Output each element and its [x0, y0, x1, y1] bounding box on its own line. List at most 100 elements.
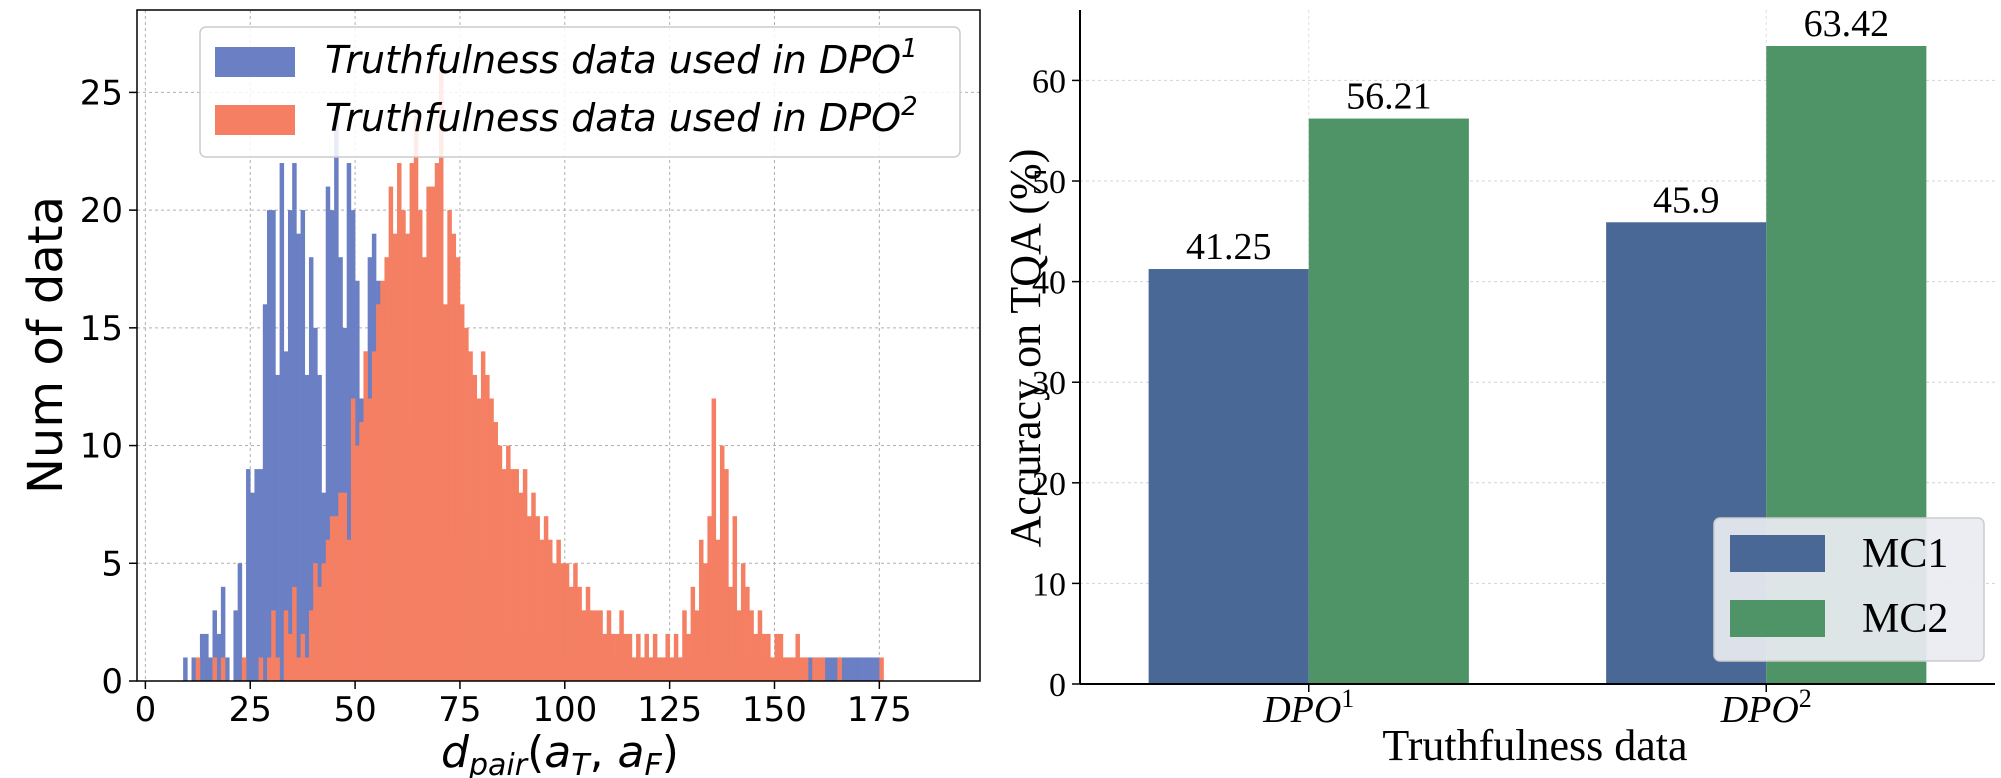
histogram-bin-bar [325, 539, 331, 681]
histogram-bin-bar [480, 351, 486, 681]
xlabel-arg2: a [618, 727, 645, 778]
histogram-bin-bar [627, 633, 633, 681]
bar-y-tick-label: 0 [1049, 667, 1066, 704]
xlabel-main: d [441, 727, 470, 778]
histogram-bin-bar [787, 657, 792, 681]
bar-category-base: DPO [1720, 689, 1799, 731]
legend-label-dpo2-text: Truthfulness data used in DPO [325, 96, 901, 140]
histogram-bin-bar [514, 469, 519, 681]
histogram-bin-bar [287, 210, 293, 681]
histogram-bin-bar [434, 163, 440, 681]
histogram-bin-bar [820, 657, 826, 681]
legend-swatch-mc2 [1730, 600, 1825, 637]
histogram-bin-bar [430, 186, 436, 681]
histogram-bin-bar [816, 657, 821, 681]
histogram-bin-bar [443, 304, 448, 681]
histogram-bin-bar [543, 516, 549, 681]
histogram-bin-bar [849, 657, 855, 681]
bar-y-tick-label: 30 [1032, 365, 1066, 402]
histogram-bin-bar [485, 374, 490, 681]
histogram-bin-bar [581, 610, 587, 681]
histogram-bin-bar [808, 657, 813, 681]
histogram-bin-bar [208, 657, 213, 681]
histogram-bin-bar [682, 610, 687, 681]
histogram-bin-bar [355, 445, 360, 681]
histogram-bin-bar [690, 586, 696, 681]
histogram-bin-bar [275, 374, 280, 681]
histogram-bin-bar [468, 351, 473, 681]
histogram-bin-bar [376, 304, 381, 681]
histogram-y-tick-label: 5 [101, 544, 123, 584]
histogram-bin-bar [405, 233, 410, 681]
histogram-bin-bar [879, 657, 884, 681]
histogram-bin-bar [703, 563, 708, 681]
xlabel-close-paren: ) [662, 727, 679, 778]
histogram-bin-bar [476, 398, 482, 681]
histogram-bin-bar [359, 422, 364, 681]
xlabel-arg1-sub: T [571, 748, 592, 778]
histogram-bin-bar [736, 610, 742, 681]
bar-legend: MC1 MC2 [1713, 517, 1985, 662]
histogram-bin-bar [287, 633, 293, 681]
bar-category-sup: 1 [1341, 684, 1354, 713]
histogram-bin-bar [267, 210, 272, 681]
histogram-bin-bar [329, 516, 335, 681]
histogram-bin-bar [447, 210, 452, 681]
histogram-bin-bar [451, 233, 457, 681]
histogram-bin-bar [858, 657, 863, 681]
histogram-bin-bar [438, 68, 444, 682]
histogram-bin-bar [870, 657, 876, 681]
histogram-bin-bar [195, 657, 201, 681]
histogram-bin-bar [657, 657, 662, 681]
histogram-bin-bar [724, 469, 729, 681]
histogram-bin-bar [598, 610, 603, 681]
bar-category-label: DPO1 [1262, 684, 1354, 731]
histogram-bin-bar [854, 657, 859, 681]
histogram-x-tick-label: 150 [742, 690, 807, 730]
bar-value-label: 63.42 [1804, 3, 1890, 45]
histogram-bin-bar [183, 657, 188, 681]
histogram-bin-bar [271, 610, 276, 681]
histogram-bin-bar [300, 633, 306, 681]
histogram-x-tick-label: 125 [637, 690, 702, 730]
histogram-bin-bar [749, 610, 754, 681]
legend-label-dpo2-sup: 2 [901, 92, 918, 122]
histogram-bin-bar [262, 304, 268, 681]
histogram-bin-bar [837, 657, 842, 681]
histogram-bin-bar [283, 610, 289, 681]
histogram-plot-frame [136, 9, 981, 682]
histogram-bin-bar [757, 610, 763, 681]
histogram-bin-bar [522, 469, 528, 681]
histogram-x-axis-label: dpair(aT, aF) [441, 727, 679, 778]
bar-ticks: 0 10 20 30 40 50 60 [1032, 63, 1767, 704]
xlabel-open-paren: ( [527, 727, 544, 778]
histogram-bin-bar [308, 257, 314, 681]
histogram-bin-bar [313, 327, 318, 681]
histogram-bin-bar [371, 351, 377, 681]
histogram-x-tick-label: 175 [847, 690, 912, 730]
legend-label-dpo1-text: Truthfulness data used in DPO [325, 38, 901, 82]
bar-category-label: DPO2 [1720, 684, 1812, 731]
histogram-bin-bar [535, 516, 540, 681]
histogram-bin-bar [258, 469, 264, 681]
histogram-bin-bar [552, 563, 557, 681]
histogram-bin-bar [640, 657, 645, 681]
histogram-bin-bar [397, 163, 402, 681]
histogram-bin-bar [665, 633, 670, 681]
histogram-bin-bar [833, 657, 838, 681]
histogram-bin-bar [313, 563, 318, 681]
histogram-x-tick-label: 100 [532, 690, 597, 730]
bar-value-label: 45.9 [1653, 179, 1720, 221]
histogram-x-tick-label: 75 [438, 690, 481, 730]
histogram-bin-bar [275, 657, 280, 681]
histogram-bin-bar [631, 657, 637, 681]
histogram-bin-bar [237, 563, 243, 681]
histogram-bin-bar [271, 210, 276, 681]
histogram-bin-bar [300, 210, 306, 681]
histogram-bin-bar [652, 633, 658, 681]
legend-label-mc1: MC1 [1862, 531, 1948, 577]
histogram-bin-bar [346, 539, 352, 681]
histogram-bin-bar [770, 657, 775, 681]
histogram-bin-bar [267, 657, 272, 681]
